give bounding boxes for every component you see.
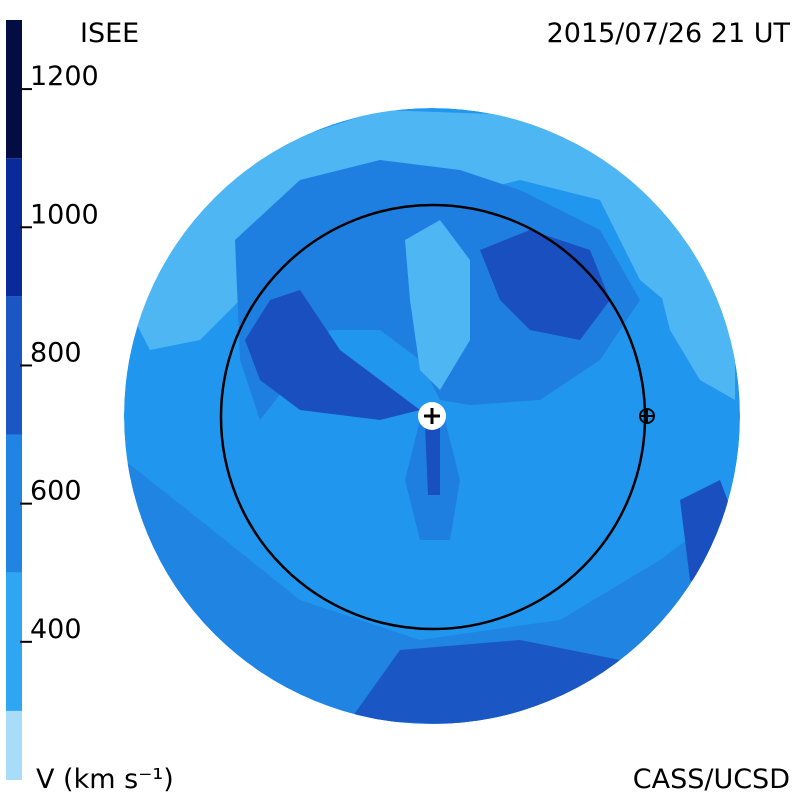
colorbar-tick-label: 800: [30, 337, 82, 368]
colorbar: 400 600 800 1000 1200: [6, 20, 99, 780]
region-fast-2: [480, 230, 610, 340]
colorbar-tick-label: 1000: [30, 199, 99, 230]
colorbar-band: [6, 710, 22, 780]
date: 2015/07/26 21 UT: [547, 18, 791, 49]
colorbar-band: [6, 434, 22, 573]
region-fast-1: [245, 290, 420, 420]
region-fast-3: [425, 425, 440, 495]
sun-marker: [424, 408, 440, 424]
colorbar-tick-label: 400: [30, 614, 82, 645]
credit: CASS/UCSD: [633, 764, 790, 795]
region-slow-2: [405, 220, 470, 390]
colorbar-label: V (km s⁻¹): [36, 764, 174, 795]
colorbar-tick-label: 1200: [30, 61, 99, 92]
colorbar-band: [6, 572, 22, 711]
title: ISEE: [80, 18, 139, 49]
colorbar-band: [6, 158, 22, 297]
region-slow: [124, 110, 735, 350]
colorbar-band: [6, 296, 22, 435]
earth-marker: [640, 409, 654, 423]
colorbar-tick-label: 600: [30, 476, 82, 507]
colorbar-band: [6, 20, 22, 159]
